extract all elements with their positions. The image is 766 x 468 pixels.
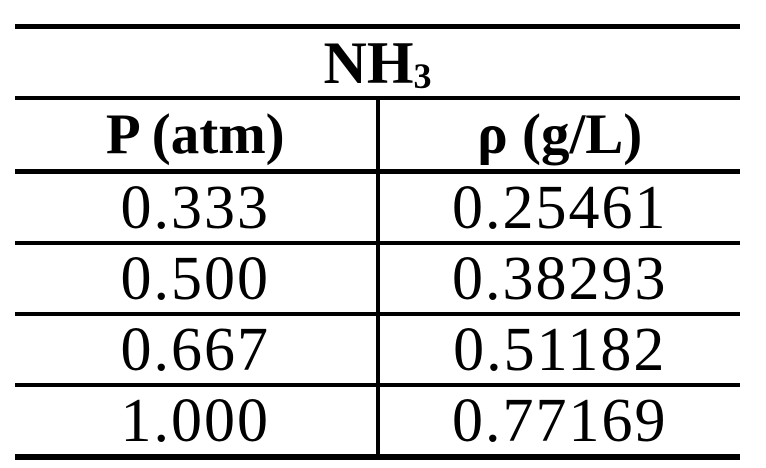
- pressure-value-cell: 1.000: [120, 386, 270, 455]
- pressure-value-cell: 0.333: [15, 171, 378, 245]
- nh3-density-table: NH3 P (atm) ρ (g/L) 0.333 0.25461 0.500 …: [15, 24, 740, 460]
- pressure-column-header: P (atm): [15, 98, 378, 174]
- table-row: 0.667 0.51182: [15, 314, 740, 387]
- title-formula-subscript: 3: [413, 55, 432, 96]
- pressure-value-cell: 0.500: [15, 243, 378, 316]
- table-row: 0.333 0.25461: [15, 171, 740, 245]
- title-formula-main: NH: [323, 29, 414, 96]
- table-header-row: P (atm) ρ (g/L): [15, 98, 740, 174]
- table-title: NH3: [15, 26, 740, 100]
- table-row: 0.500 0.38293: [15, 243, 740, 316]
- density-value-cell: 0.38293: [375, 243, 740, 316]
- density-value-cell: 0.51182: [375, 314, 740, 387]
- density-value-cell: 0.77169: [375, 385, 740, 457]
- table-title-row: NH3: [15, 26, 740, 100]
- table-row: 1.000 0.77169: [15, 385, 740, 457]
- density-column-header: ρ (g/L): [375, 98, 740, 174]
- pressure-value-cell: 0.667: [15, 314, 378, 387]
- density-value-cell: 0.25461: [375, 171, 740, 245]
